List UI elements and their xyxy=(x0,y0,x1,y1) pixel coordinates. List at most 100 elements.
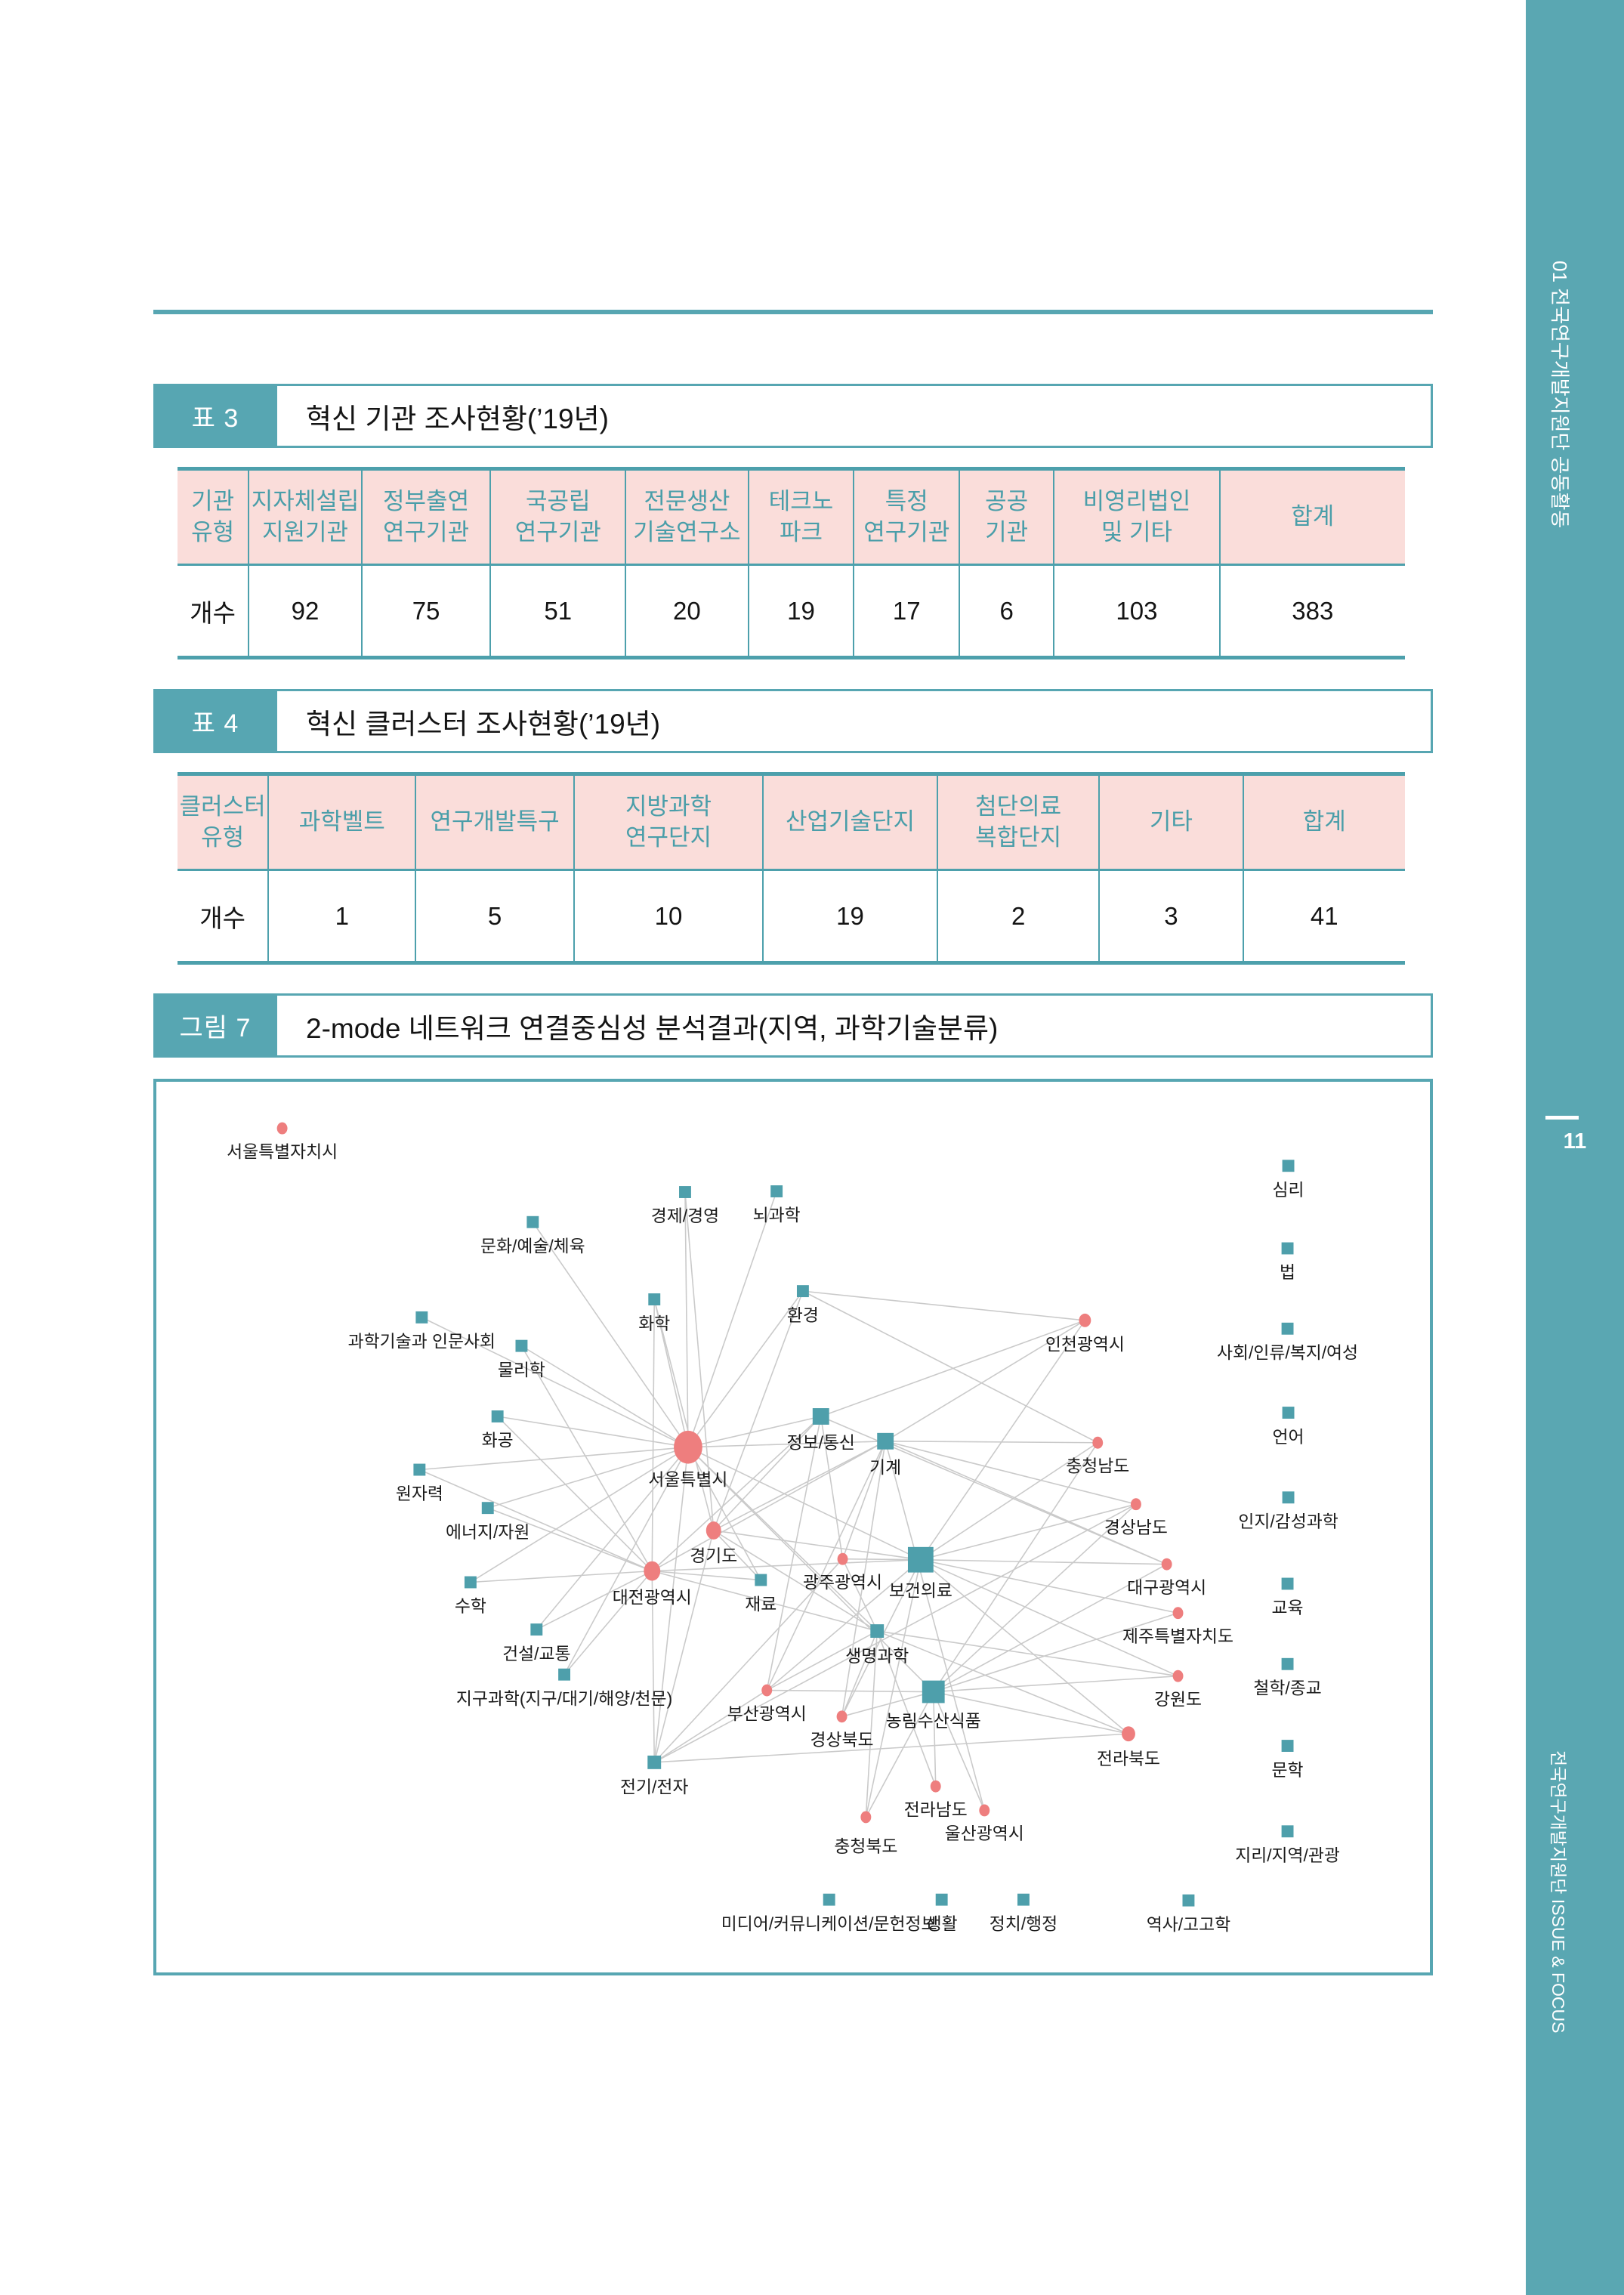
edge-line xyxy=(920,1558,1178,1614)
node-label: 철학/종교 xyxy=(1253,1679,1321,1698)
page-number: 11 xyxy=(1563,1129,1587,1154)
edge-line xyxy=(766,1416,822,1691)
column-header: 특정 연구기관 xyxy=(853,468,960,566)
region-node xyxy=(1172,1607,1184,1620)
edge-line xyxy=(865,1691,934,1818)
edge-line xyxy=(802,1290,1085,1321)
region-node xyxy=(644,1561,661,1581)
column-header: 기타 xyxy=(1098,774,1243,871)
column-header: 국공립 연구기관 xyxy=(489,468,626,566)
node-label: 전라남도 xyxy=(904,1799,968,1819)
node-label: 생명과학 xyxy=(845,1646,909,1666)
table-cell: 19 xyxy=(762,870,937,963)
edge-line xyxy=(933,1442,1098,1692)
field-node xyxy=(515,1339,528,1352)
edge-line xyxy=(497,1416,689,1448)
figure7-tag: 그림 7 xyxy=(153,993,277,1058)
table-cell: 5 xyxy=(415,870,574,963)
node-label: 미디어/커뮤니케이션/문헌정보 xyxy=(721,1914,937,1933)
edge-line xyxy=(487,1446,689,1509)
edge-line xyxy=(713,1530,921,1561)
table4-caption: 표 4 혁신 클러스터 조사현황(’19년) xyxy=(153,689,1433,753)
region-node xyxy=(1079,1313,1091,1327)
edge-line xyxy=(767,1689,934,1693)
node-label: 건설/교통 xyxy=(502,1644,570,1663)
node-label: 인지/감성과학 xyxy=(1238,1512,1338,1531)
edge-line xyxy=(876,1630,937,1787)
figure7-title: 2-mode 네트워크 연결중심성 분석결과(지역, 과학기술분류) xyxy=(277,993,1433,1058)
edge-line xyxy=(536,1570,653,1630)
region-node xyxy=(860,1811,872,1824)
node-label: 화학 xyxy=(638,1314,670,1333)
edge-line xyxy=(652,1570,878,1632)
table-cell: 6 xyxy=(959,564,1054,658)
node-label: 교육 xyxy=(1272,1598,1304,1617)
field-node xyxy=(770,1185,783,1197)
edge-line xyxy=(933,1691,1129,1734)
node-label: 농림수산식품 xyxy=(886,1711,981,1731)
column-header: 연구개발특구 xyxy=(415,774,574,871)
node-label: 대전광역시 xyxy=(613,1587,692,1607)
node-label: 대구광역시 xyxy=(1127,1577,1206,1597)
edge-line xyxy=(653,1558,844,1763)
node-label: 정보/통신 xyxy=(787,1433,855,1453)
node-label: 에너지/자원 xyxy=(446,1522,529,1542)
edge-line xyxy=(419,1446,689,1471)
edge-line xyxy=(841,1691,934,1718)
column-header: 기관 유형 xyxy=(178,468,249,566)
region-node xyxy=(1122,1726,1135,1742)
region-node xyxy=(1161,1558,1172,1571)
field-node xyxy=(796,1285,809,1298)
table3-tag: 표 3 xyxy=(153,384,277,448)
table-cell: 10 xyxy=(573,870,764,963)
field-node xyxy=(481,1502,494,1515)
field-node xyxy=(647,1755,662,1769)
edge-line xyxy=(841,1558,878,1632)
edge-line xyxy=(712,1290,804,1531)
edge-line xyxy=(653,1530,715,1763)
node-label: 사회/인류/복지/여성 xyxy=(1217,1343,1358,1363)
table-cell: 103 xyxy=(1053,564,1220,658)
edge-line xyxy=(920,1503,1137,1561)
edge-line xyxy=(920,1558,1167,1565)
node-label: 재료 xyxy=(745,1594,776,1614)
table-cell: 20 xyxy=(625,564,749,658)
node-label: 문학 xyxy=(1272,1760,1304,1780)
node-label: 전기/전자 xyxy=(620,1778,688,1797)
node-label: 수학 xyxy=(455,1596,486,1616)
table-cell: 75 xyxy=(360,564,491,658)
edge-line xyxy=(713,1416,822,1531)
edge-line xyxy=(841,1441,886,1717)
column-header: 합계 xyxy=(1218,468,1405,566)
sidebar xyxy=(1526,0,1624,2295)
edge-line xyxy=(651,1571,656,1762)
edge-line xyxy=(687,1290,804,1448)
table-cell: 383 xyxy=(1218,564,1405,658)
field-node xyxy=(877,1432,894,1450)
node-label: 경상남도 xyxy=(1104,1518,1168,1537)
field-node xyxy=(1282,1160,1295,1172)
field-node xyxy=(935,1893,948,1906)
table-cell: 개수 xyxy=(178,870,269,963)
figure7-network-frame: 서울특별자치시 서울특별시 인천광역시 경기도 대전광역시 광주광역시 충청남도 경상남도 대구… xyxy=(153,1079,1433,1975)
edge-line xyxy=(713,1441,886,1531)
edge-line xyxy=(520,1345,653,1572)
field-node xyxy=(1281,1577,1294,1590)
edge-line xyxy=(885,1441,986,1811)
node-label: 인천광역시 xyxy=(1045,1335,1125,1354)
node-label: 역사/고고학 xyxy=(1147,1914,1230,1934)
field-node xyxy=(1182,1894,1195,1907)
edge-line xyxy=(687,1440,886,1448)
region-node xyxy=(979,1804,990,1817)
sidebar-publication-label: 전국연구개발지원단 ISSUE & FOCUS xyxy=(1548,1750,1568,2034)
edge-line xyxy=(885,1320,1085,1442)
region-node xyxy=(837,1552,848,1565)
node-label: 화공 xyxy=(482,1431,514,1450)
column-header: 지방과학 연구단지 xyxy=(573,774,764,871)
node-label: 울산광역시 xyxy=(945,1824,1024,1843)
edge-line xyxy=(877,1630,1178,1677)
node-label: 경제/경영 xyxy=(651,1206,719,1226)
field-node xyxy=(1281,1657,1294,1670)
field-node xyxy=(1282,1491,1295,1504)
